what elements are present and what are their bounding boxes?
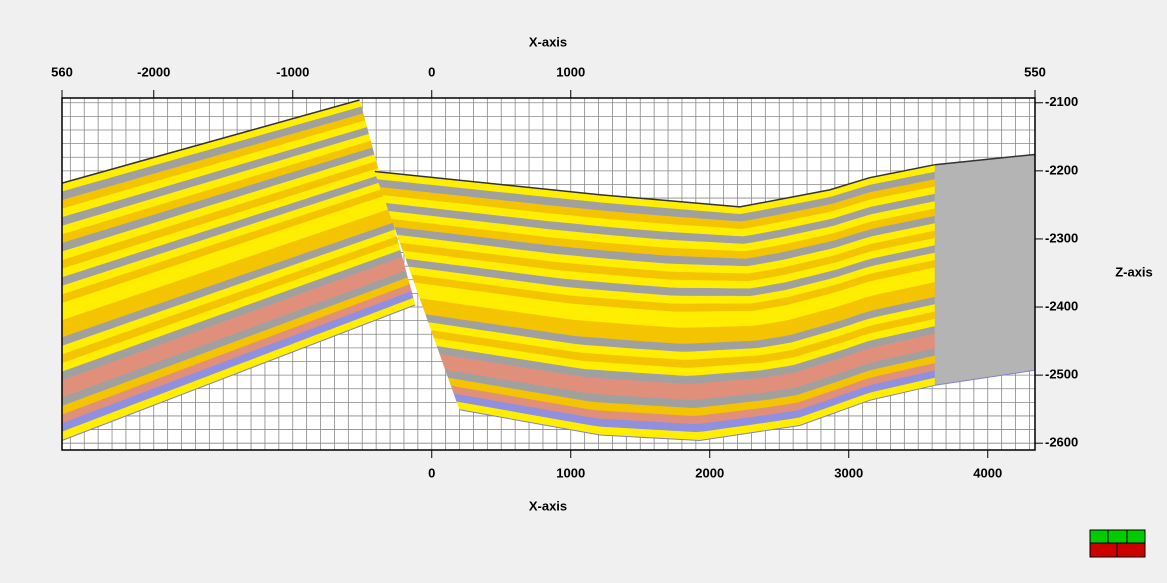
x-tick-label-bottom: 2000 [695,465,724,480]
block-top [934,153,1035,166]
block-top [61,99,360,184]
x-tick-label-top: 560 [51,64,73,79]
block-bottom [934,369,1035,386]
z-tick-label: -2600 [1045,435,1078,450]
z-tick-label: -2200 [1045,162,1078,177]
x-axis-title-bottom: X-axis [529,498,567,513]
block-bottom [459,384,935,442]
x-axis-title-top: X-axis [529,34,567,49]
block [934,154,1035,386]
z-tick-label: -2300 [1045,230,1078,245]
block-bottom [61,304,416,441]
legend-icon [1089,529,1146,558]
x-tick-label-top: 1000 [556,64,585,79]
x-tick-label-bottom: 4000 [973,465,1002,480]
z-tick-label: -2500 [1045,367,1078,382]
x-tick-label-top: -2000 [137,64,170,79]
z-tick-label: -2100 [1045,94,1078,109]
x-tick-label-bottom: 1000 [556,465,585,480]
block-top [374,163,935,208]
x-tick-label-bottom: 3000 [834,465,863,480]
z-axis-title: Z-axis [1115,264,1153,279]
z-tick-label: -2400 [1045,298,1078,313]
x-tick-label-top: -1000 [276,64,309,79]
plot-frame [61,97,1036,451]
x-tick-label-top: 0 [428,64,435,79]
x-tick-label-top: 550 [1024,64,1046,79]
x-tick-label-bottom: 0 [428,465,435,480]
